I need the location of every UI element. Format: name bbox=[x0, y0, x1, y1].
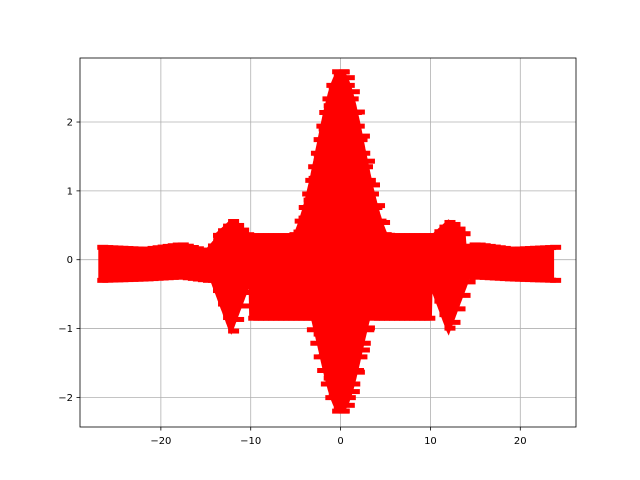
axes-frame bbox=[79, 57, 577, 428]
y-tick-label: 0 bbox=[67, 255, 73, 266]
y-tick-label: 1 bbox=[67, 186, 73, 197]
x-tick-label: −20 bbox=[150, 436, 171, 447]
x-tick-label: 20 bbox=[514, 436, 527, 447]
series-0 bbox=[97, 69, 562, 414]
x-tick-label: −10 bbox=[240, 436, 261, 447]
y-tick-label: −1 bbox=[58, 324, 73, 335]
x-tick-label: 10 bbox=[424, 436, 437, 447]
x-tick-label: 0 bbox=[337, 436, 343, 447]
y-tick-label: 2 bbox=[67, 118, 73, 129]
y-tick-label: −2 bbox=[58, 393, 73, 404]
plot-area bbox=[97, 69, 562, 414]
